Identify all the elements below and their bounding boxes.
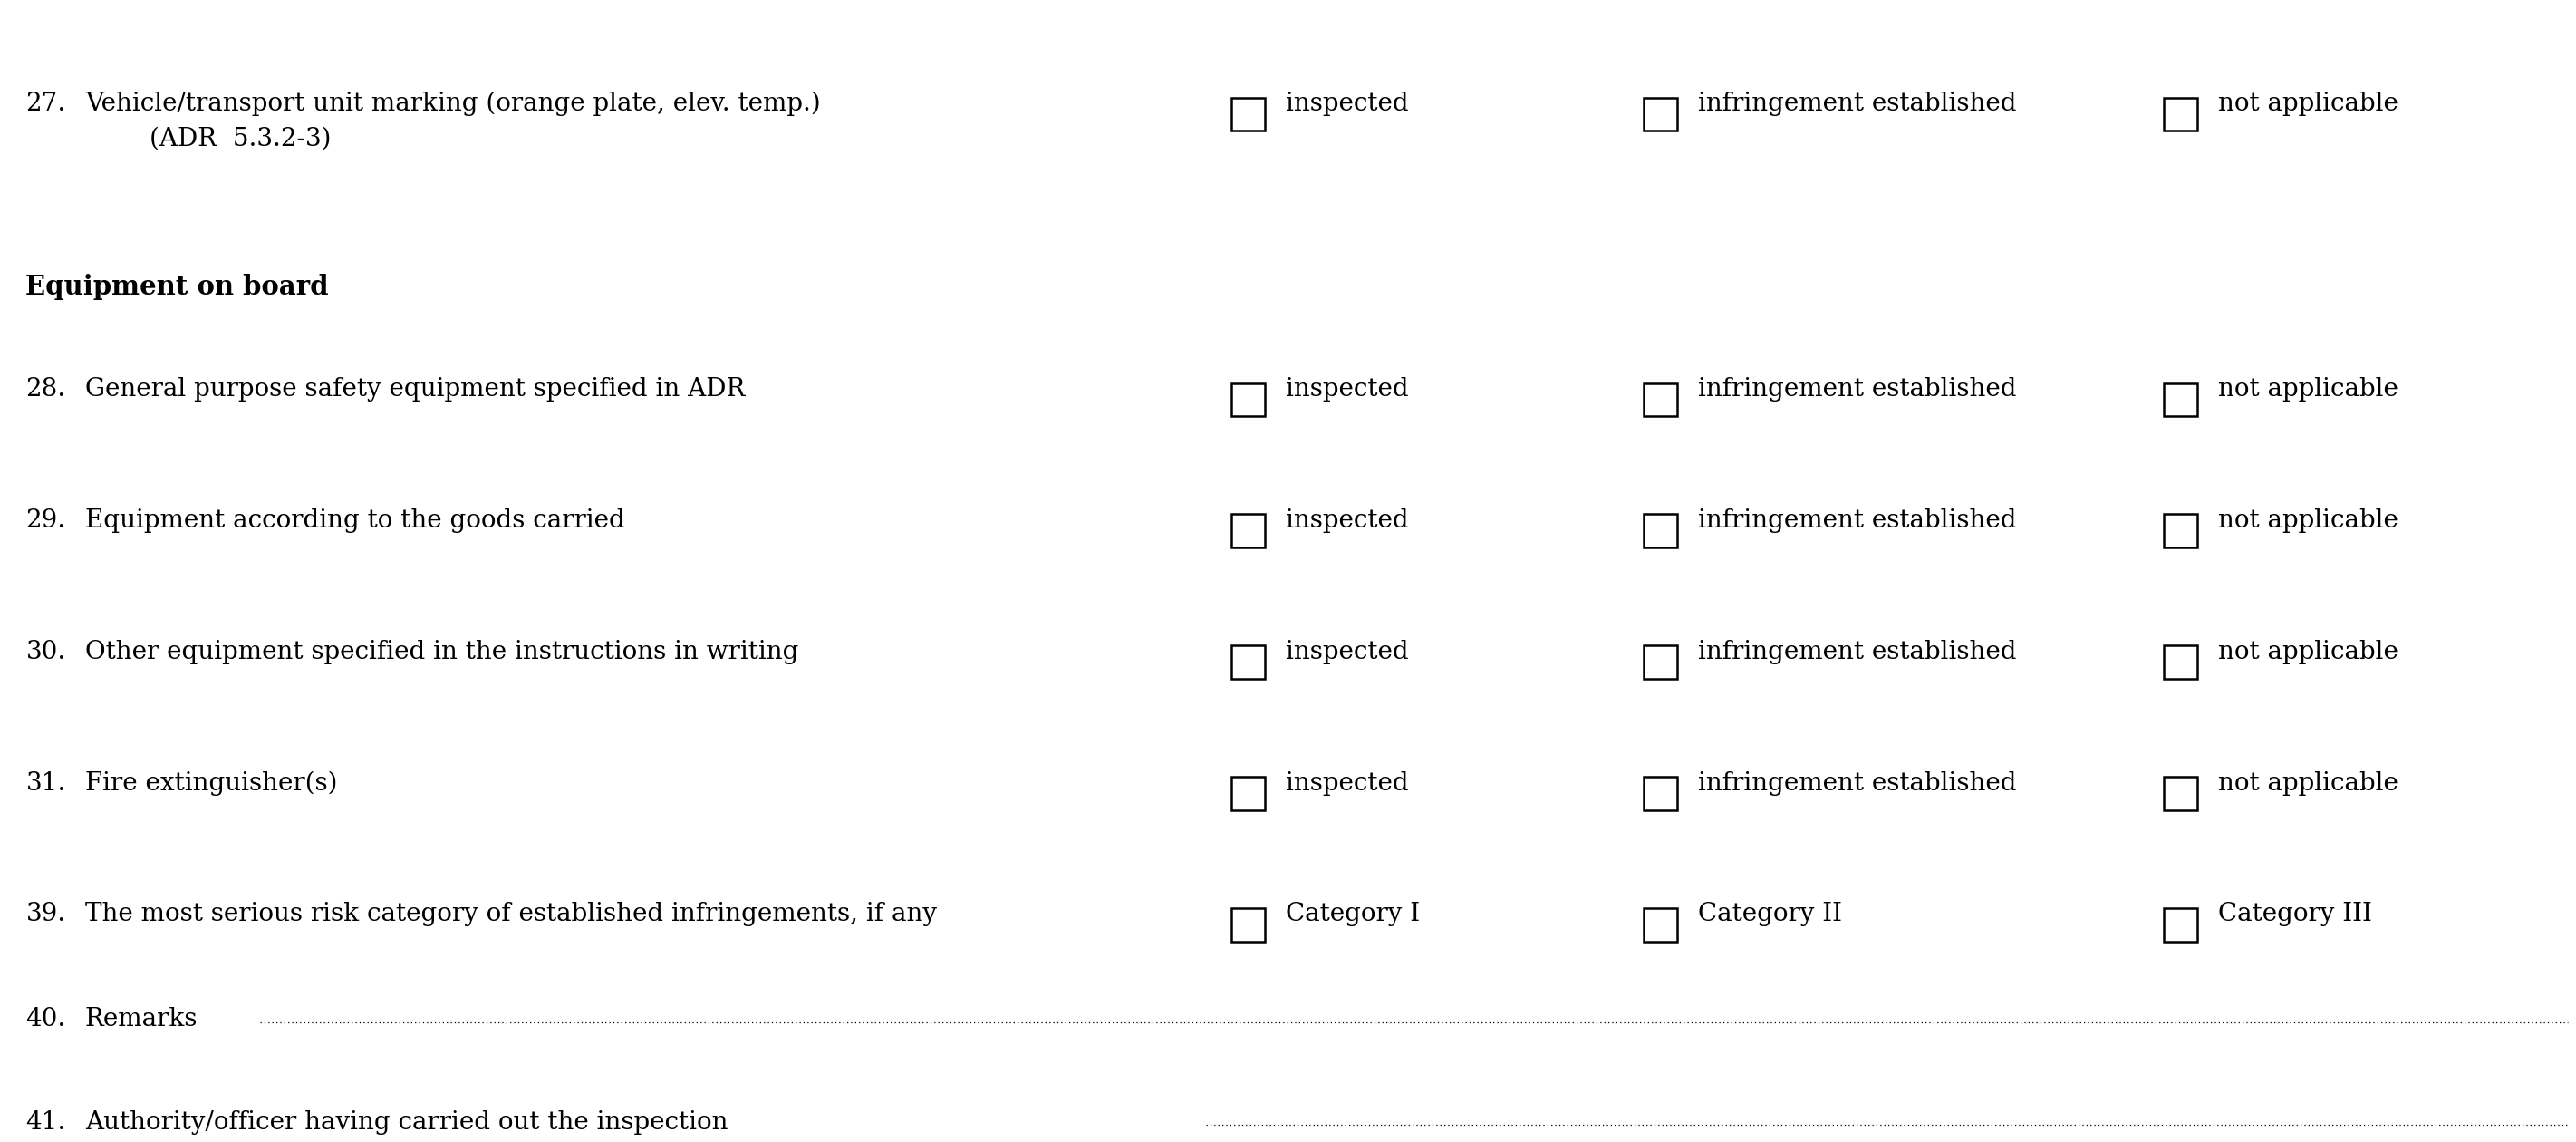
Text: 29.: 29. <box>26 508 67 532</box>
Text: inspected: inspected <box>1285 377 1409 401</box>
Bar <box>1643 777 1677 811</box>
Text: Fire extinguisher(s): Fire extinguisher(s) <box>85 771 337 796</box>
Text: inspected: inspected <box>1285 640 1409 664</box>
Text: 31.: 31. <box>26 771 67 795</box>
Text: Category III: Category III <box>2218 902 2372 926</box>
Text: inspected: inspected <box>1285 508 1409 532</box>
Text: infringement established: infringement established <box>1698 640 2017 664</box>
Text: Authority/officer having carried out the inspection: Authority/officer having carried out the… <box>85 1110 729 1134</box>
Text: Remarks: Remarks <box>85 1007 198 1031</box>
Text: Category II: Category II <box>1698 902 1842 926</box>
Text: Other equipment specified in the instructions in writing: Other equipment specified in the instruc… <box>85 640 799 664</box>
Text: Equipment on board: Equipment on board <box>26 274 330 300</box>
Bar <box>1231 383 1265 417</box>
Bar <box>1231 908 1265 942</box>
Text: not applicable: not applicable <box>2218 377 2398 401</box>
Text: inspected: inspected <box>1285 771 1409 795</box>
Bar <box>1231 97 1265 131</box>
Text: infringement established: infringement established <box>1698 771 2017 795</box>
Text: The most serious risk category of established infringements, if any: The most serious risk category of establ… <box>85 902 938 926</box>
Bar <box>1643 645 1677 679</box>
Text: inspected: inspected <box>1285 91 1409 115</box>
Text: 39.: 39. <box>26 902 67 926</box>
Text: 27.: 27. <box>26 91 67 115</box>
Bar <box>1643 97 1677 131</box>
Bar <box>2164 777 2197 811</box>
Bar <box>1643 383 1677 417</box>
Text: not applicable: not applicable <box>2218 640 2398 664</box>
Text: General purpose safety equipment specified in ADR: General purpose safety equipment specifi… <box>85 377 744 401</box>
Text: infringement established: infringement established <box>1698 91 2017 115</box>
Bar <box>1231 645 1265 679</box>
Bar <box>1231 514 1265 548</box>
Text: 40.: 40. <box>26 1007 67 1031</box>
Text: 30.: 30. <box>26 640 67 664</box>
Text: infringement established: infringement established <box>1698 508 2017 532</box>
Text: 41.: 41. <box>26 1110 67 1134</box>
Bar <box>1643 514 1677 548</box>
Bar <box>2164 645 2197 679</box>
Text: Vehicle/transport unit marking (orange plate, elev. temp.)
        (ADR  5.3.2-3: Vehicle/transport unit marking (orange p… <box>85 91 822 151</box>
Bar <box>2164 97 2197 131</box>
Bar <box>2164 908 2197 942</box>
Text: infringement established: infringement established <box>1698 377 2017 401</box>
Text: Category I: Category I <box>1285 902 1419 926</box>
Text: not applicable: not applicable <box>2218 91 2398 115</box>
Text: 28.: 28. <box>26 377 67 401</box>
Text: not applicable: not applicable <box>2218 508 2398 532</box>
Text: Equipment according to the goods carried: Equipment according to the goods carried <box>85 508 626 532</box>
Bar <box>2164 514 2197 548</box>
Bar <box>1231 777 1265 811</box>
Text: not applicable: not applicable <box>2218 771 2398 795</box>
Bar <box>1643 908 1677 942</box>
Bar <box>2164 383 2197 417</box>
